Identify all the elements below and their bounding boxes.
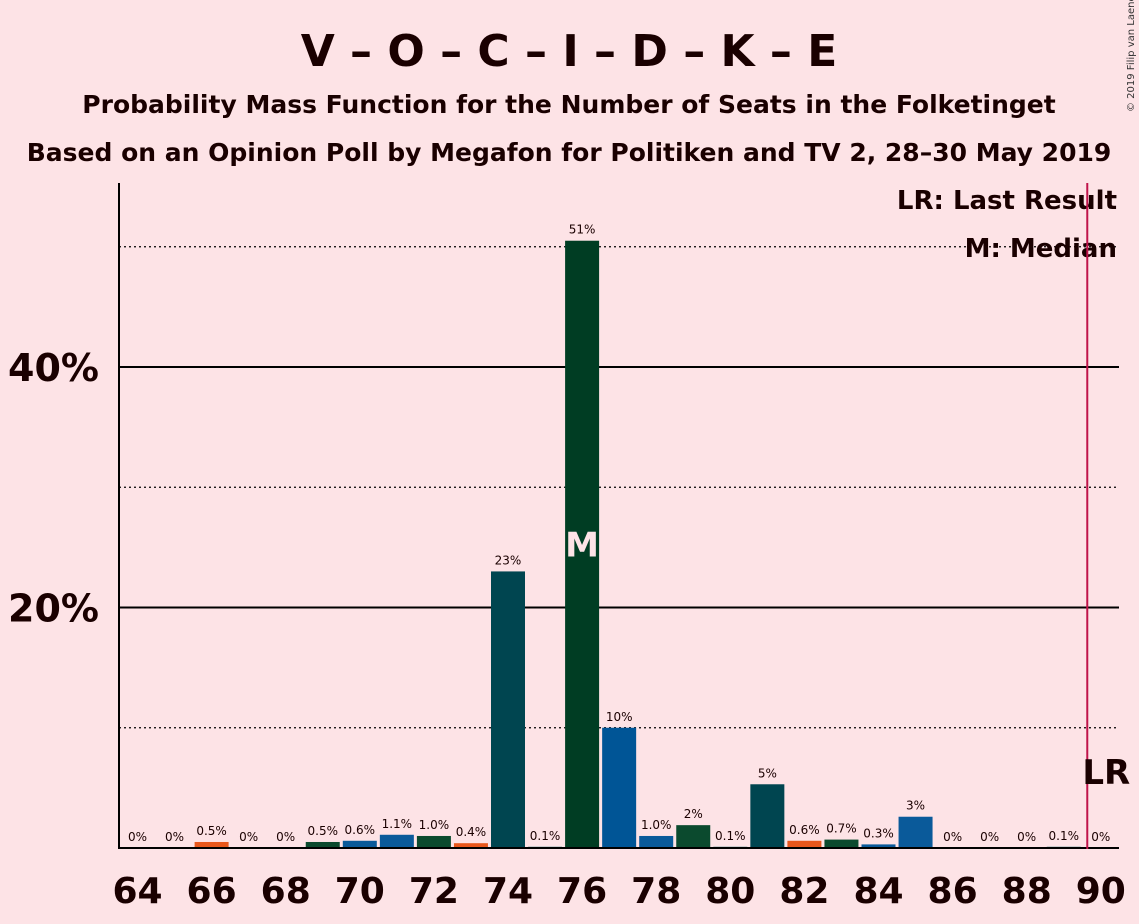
bar-label-seat-70: 0.6%: [345, 823, 376, 837]
bar-label-seat-85: 3%: [906, 799, 925, 813]
bar-label-seat-80: 0.1%: [715, 829, 746, 843]
bar-label-seat-74: 23%: [495, 553, 522, 567]
bar-seat-77: [602, 727, 637, 848]
bar-label-seat-87: 0%: [980, 830, 999, 844]
bar-label-seat-69: 0.5%: [308, 824, 339, 838]
bar-seat-78: [639, 835, 674, 848]
bar-seat-84: [861, 844, 896, 848]
bar-label-seat-83: 0.7%: [826, 822, 857, 836]
bar-seat-83: [824, 839, 859, 848]
bar-seat-85: [898, 816, 933, 848]
bar-seat-74: [491, 571, 525, 848]
x-tick-label: 90: [1076, 871, 1126, 912]
bar-seat-70: [342, 840, 377, 848]
x-tick-labels: 64 66 68 70 72 74 76 78 80 82 84 86 88 90: [112, 871, 1125, 912]
bar-seat-66: [194, 841, 229, 848]
bars-group: [194, 240, 1081, 849]
bar-label-seat-67: 0%: [239, 830, 258, 844]
bar-seat-73: [453, 843, 488, 848]
bar-label-seat-66: 0.5%: [196, 824, 227, 838]
bar-labels-group: 0% 0% 0.5% 0% 0% 0.5% 0.6% 1.1% 1.0% 0.4% 23% 0.1% 5…: [128, 223, 1110, 844]
bar-label-seat-73: 0.4%: [456, 825, 487, 839]
bar-label-seat-82: 0.6%: [789, 823, 820, 837]
bar-label-seat-88: 0%: [1017, 830, 1036, 844]
copyright-text: © 2019 Filip van Laenen: [1126, 0, 1137, 112]
y-tick-labels: 20% 40%: [8, 346, 99, 631]
x-tick-label: 64: [112, 871, 162, 912]
x-tick-label: 74: [483, 871, 533, 912]
bar-label-seat-64: 0%: [128, 830, 147, 844]
legend-last-result: LR: Last Result: [897, 186, 1117, 216]
bar-seat-79: [676, 825, 711, 848]
last-result-marker: LR: [1082, 753, 1130, 793]
bar-label-seat-72: 1.0%: [419, 818, 450, 832]
bar-label-seat-89: 0.1%: [1049, 829, 1080, 843]
grid: [119, 246, 1119, 729]
bar-seat-82: [787, 840, 822, 848]
x-tick-label: 82: [779, 871, 829, 912]
bar-seat-76: [565, 240, 600, 849]
x-tick-label: 84: [853, 871, 903, 912]
chart-subtitle-poll: Based on an Opinion Poll by Megafon for …: [27, 138, 1112, 167]
legend-median: M: Median: [965, 234, 1117, 264]
bar-seat-81: [750, 784, 785, 848]
bar-label-seat-71: 1.1%: [382, 817, 413, 831]
x-tick-label: 78: [631, 871, 681, 912]
bar-label-seat-76: 51%: [569, 223, 596, 237]
bar-label-seat-90: 0%: [1091, 830, 1110, 844]
x-tick-label: 88: [1002, 871, 1052, 912]
x-tick-label: 80: [705, 871, 755, 912]
bar-label-seat-79: 2%: [684, 807, 703, 821]
y-tick-label: 40%: [8, 346, 99, 390]
bar-label-seat-77: 10%: [606, 710, 633, 724]
x-tick-label: 66: [187, 871, 237, 912]
bar-seat-69: [305, 841, 340, 848]
bar-label-seat-68: 0%: [276, 830, 295, 844]
x-tick-label: 86: [928, 871, 978, 912]
median-marker: M: [565, 526, 599, 566]
bar-label-seat-81: 5%: [758, 766, 777, 780]
bar-label-seat-86: 0%: [943, 830, 962, 844]
bar-seat-72: [416, 835, 451, 848]
bar-label-seat-75: 0.1%: [530, 829, 561, 843]
x-tick-label: 76: [557, 871, 607, 912]
chart-subtitle: Probability Mass Function for the Number…: [82, 90, 1055, 119]
x-tick-label: 70: [335, 871, 385, 912]
bar-label-seat-78: 1.0%: [641, 818, 672, 832]
bar-label-seat-84: 0.3%: [863, 826, 894, 840]
x-tick-label: 68: [261, 871, 311, 912]
bar-seat-71: [379, 834, 414, 848]
y-tick-label: 20%: [8, 587, 99, 631]
bar-label-seat-65: 0%: [165, 830, 184, 844]
x-tick-label: 72: [409, 871, 459, 912]
chart-title: V – O – C – I – D – K – E: [301, 26, 838, 77]
